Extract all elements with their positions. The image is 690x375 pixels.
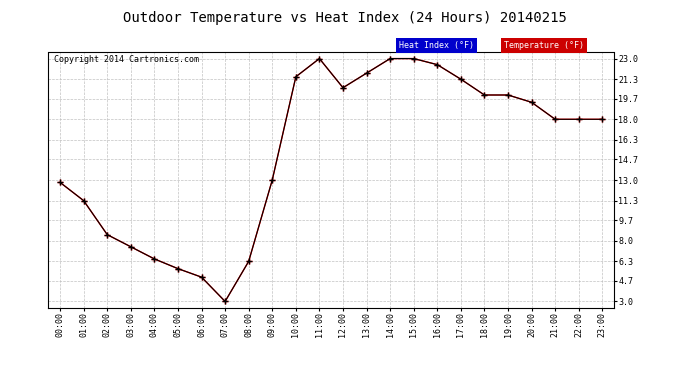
Text: Outdoor Temperature vs Heat Index (24 Hours) 20140215: Outdoor Temperature vs Heat Index (24 Ho… bbox=[123, 11, 567, 25]
Text: Temperature (°F): Temperature (°F) bbox=[504, 41, 584, 50]
Text: Copyright 2014 Cartronics.com: Copyright 2014 Cartronics.com bbox=[54, 55, 199, 64]
Text: Heat Index (°F): Heat Index (°F) bbox=[399, 41, 474, 50]
